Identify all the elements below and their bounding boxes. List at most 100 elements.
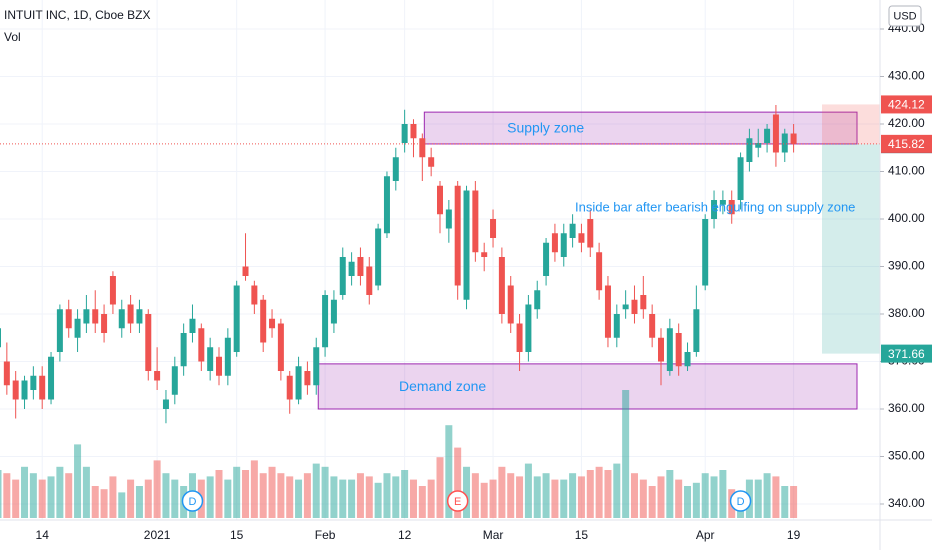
volume-bar bbox=[436, 457, 444, 518]
event-label[interactable]: D bbox=[189, 496, 197, 508]
event-marker[interactable] bbox=[181, 490, 204, 512]
event-marker[interactable] bbox=[729, 490, 752, 512]
volume-bar bbox=[56, 466, 64, 518]
candle-body bbox=[251, 285, 258, 305]
volume-bar bbox=[47, 476, 55, 518]
volume-bar bbox=[242, 470, 250, 518]
candle-body bbox=[410, 124, 417, 139]
candle-body bbox=[233, 285, 240, 352]
x-tick-label: 2021 bbox=[144, 528, 171, 542]
candle-body bbox=[224, 337, 231, 376]
candle-body bbox=[507, 285, 514, 324]
candle-body bbox=[366, 266, 373, 295]
chart-title: INTUIT INC, 1D, Cboe BZX bbox=[4, 8, 150, 22]
volume-bar bbox=[321, 466, 329, 518]
volume-bar bbox=[118, 492, 126, 518]
candle-body bbox=[631, 299, 638, 314]
candle-body bbox=[560, 233, 567, 257]
volume-bar bbox=[648, 486, 656, 518]
candle-body bbox=[383, 176, 390, 234]
candle-body bbox=[56, 309, 63, 352]
y-tick-label: 390.00 bbox=[888, 259, 925, 273]
volume-bar bbox=[74, 444, 82, 518]
candle-body bbox=[684, 352, 691, 367]
y-tick-label: 430.00 bbox=[888, 69, 925, 83]
candle-body bbox=[551, 233, 558, 253]
volume-bar bbox=[65, 473, 73, 518]
candle-body bbox=[39, 375, 46, 400]
volume-bar bbox=[224, 479, 232, 518]
volume-bar bbox=[109, 476, 117, 518]
volume-bar bbox=[622, 390, 630, 518]
volume-bar bbox=[516, 476, 524, 518]
volume-bar bbox=[12, 479, 20, 518]
candle-body bbox=[428, 157, 435, 167]
currency[interactable]: USD bbox=[893, 10, 916, 22]
candle-body bbox=[313, 347, 320, 386]
y-tick-label: 350.00 bbox=[888, 449, 925, 463]
volume-bar bbox=[507, 473, 515, 518]
candle-body bbox=[277, 323, 284, 371]
volume-bar bbox=[171, 479, 179, 518]
candle-body bbox=[613, 314, 620, 338]
volume-bar bbox=[295, 479, 303, 518]
candle-body bbox=[772, 114, 779, 153]
volume-bar bbox=[401, 470, 409, 518]
candle-body bbox=[216, 356, 222, 376]
candle-body bbox=[30, 375, 37, 390]
volume-bar bbox=[790, 486, 798, 518]
volume-bar bbox=[392, 476, 400, 518]
candle-body bbox=[746, 138, 753, 162]
volume-bar bbox=[127, 479, 135, 518]
x-tick-label: 19 bbox=[787, 528, 801, 542]
x-tick-label: Feb bbox=[315, 528, 336, 542]
candle-body bbox=[702, 219, 709, 286]
candle-body bbox=[764, 128, 771, 143]
candle-body bbox=[0, 328, 1, 348]
volume-bar bbox=[551, 479, 559, 518]
candle-body bbox=[516, 323, 523, 352]
volume-bar bbox=[409, 479, 417, 518]
y-tick-label: 400.00 bbox=[888, 211, 925, 225]
volume-bar bbox=[21, 466, 29, 518]
volume-bar bbox=[657, 476, 665, 518]
volume-bar bbox=[586, 470, 594, 518]
last-price-tag-bg bbox=[881, 134, 932, 153]
volume-bar bbox=[489, 479, 497, 518]
candle-body bbox=[490, 219, 497, 238]
candle-body bbox=[419, 138, 426, 158]
volume-bar bbox=[100, 489, 108, 518]
event-label[interactable]: D bbox=[737, 496, 745, 508]
candle-body bbox=[587, 219, 594, 248]
x-tick-label: 15 bbox=[230, 528, 244, 542]
volume-bar bbox=[383, 473, 391, 518]
event-label[interactable]: E bbox=[454, 496, 461, 508]
zone-label: Supply zone bbox=[507, 120, 584, 136]
volume-bar bbox=[312, 463, 320, 518]
volume-bar bbox=[781, 486, 789, 518]
target-price-tag-bg bbox=[881, 344, 932, 363]
volume-title: Vol bbox=[4, 30, 21, 44]
candle-body bbox=[65, 309, 72, 329]
currency-box[interactable] bbox=[888, 5, 922, 27]
volume-bar bbox=[445, 425, 453, 518]
candle-body bbox=[375, 228, 382, 286]
candle-body bbox=[189, 318, 196, 333]
volume-bar bbox=[480, 482, 488, 518]
candle-body bbox=[348, 261, 355, 276]
candle-body bbox=[728, 200, 735, 215]
volume-bar bbox=[463, 466, 471, 518]
candle-body bbox=[463, 190, 470, 300]
candle-body bbox=[109, 276, 116, 305]
annotation: Inside bar after bearish engulfing on su… bbox=[575, 199, 855, 214]
volume-bar bbox=[524, 463, 532, 518]
event-marker[interactable] bbox=[446, 490, 469, 512]
volume-bar bbox=[560, 479, 568, 518]
volume-bar bbox=[754, 479, 762, 518]
candle-body bbox=[711, 200, 718, 219]
candle-body bbox=[339, 257, 346, 295]
volume-bar bbox=[454, 447, 462, 518]
candle-body bbox=[525, 304, 532, 352]
candle-body bbox=[534, 290, 541, 310]
candle-body bbox=[596, 252, 603, 291]
